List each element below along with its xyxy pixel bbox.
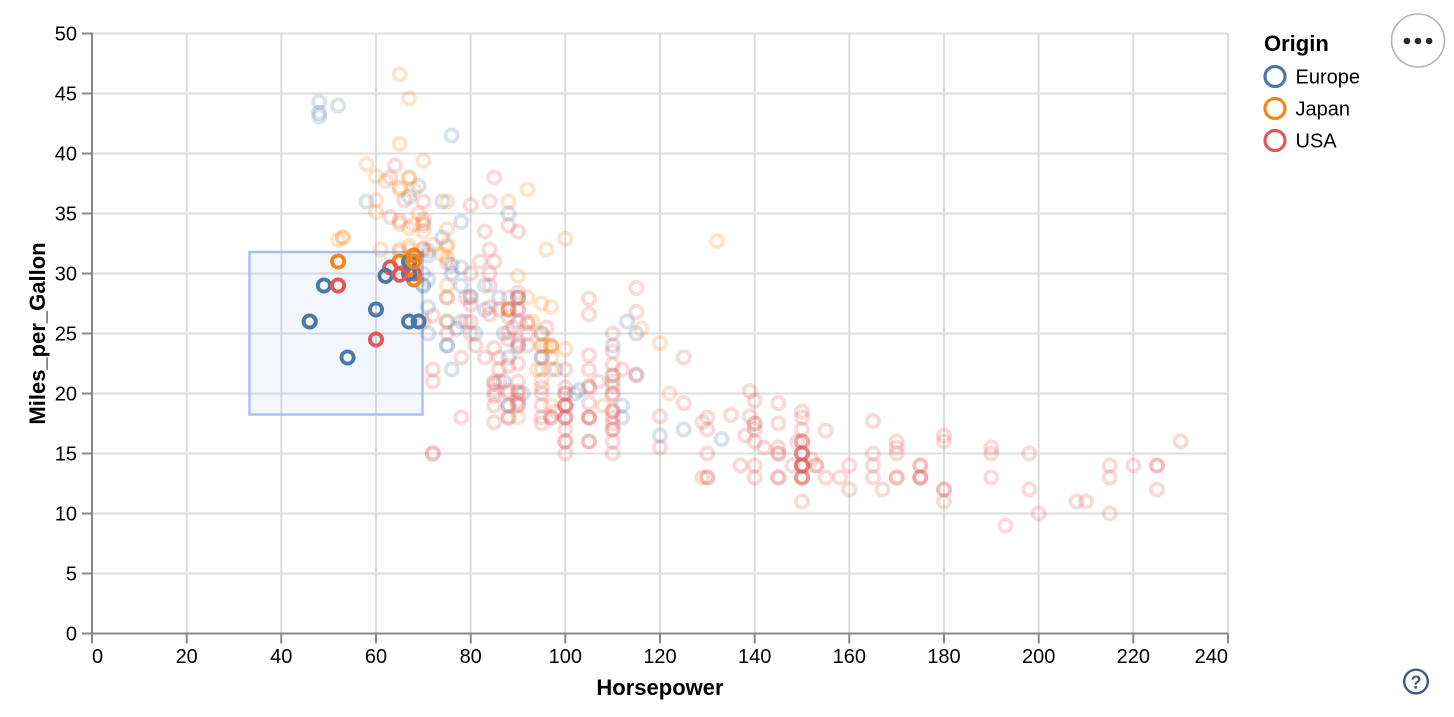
svg-text:35: 35 (55, 204, 77, 226)
svg-text:Origin: Origin (1264, 31, 1329, 56)
svg-text:Miles_per_Gallon: Miles_per_Gallon (25, 242, 50, 424)
svg-text:140: 140 (738, 646, 771, 668)
svg-text:40: 40 (270, 646, 292, 668)
svg-text:220: 220 (1117, 646, 1150, 668)
svg-text:100: 100 (549, 646, 582, 668)
svg-text:?: ? (1411, 673, 1422, 693)
svg-text:20: 20 (55, 384, 77, 406)
svg-text:160: 160 (833, 646, 866, 668)
svg-text:Japan: Japan (1296, 99, 1351, 121)
svg-text:20: 20 (176, 646, 198, 668)
svg-text:0: 0 (66, 624, 77, 646)
svg-text:30: 30 (55, 264, 77, 286)
svg-text:10: 10 (55, 504, 77, 526)
svg-text:60: 60 (365, 646, 387, 668)
svg-text:200: 200 (1022, 646, 1055, 668)
svg-text:5: 5 (66, 564, 77, 586)
svg-text:25: 25 (55, 324, 77, 346)
svg-text:180: 180 (927, 646, 960, 668)
svg-text:Europe: Europe (1296, 67, 1361, 89)
svg-text:15: 15 (55, 444, 77, 466)
svg-text:240: 240 (1195, 646, 1228, 668)
svg-text:USA: USA (1296, 131, 1338, 153)
svg-text:120: 120 (643, 646, 676, 668)
svg-text:50: 50 (55, 24, 77, 46)
svg-text:45: 45 (55, 84, 77, 106)
svg-text:Horsepower: Horsepower (596, 675, 724, 700)
svg-text:40: 40 (55, 144, 77, 166)
svg-text:0: 0 (92, 646, 103, 668)
svg-text:80: 80 (460, 646, 482, 668)
